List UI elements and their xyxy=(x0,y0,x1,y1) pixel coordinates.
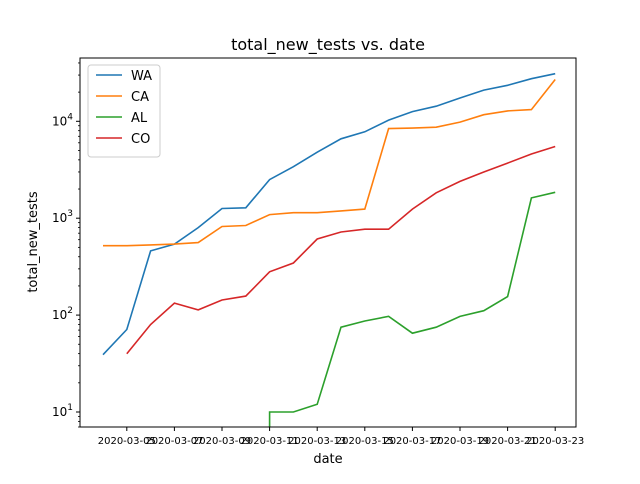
legend-label: WA xyxy=(131,69,152,84)
legend-label: AL xyxy=(131,111,148,126)
y-tick-label-exponent: 2 xyxy=(67,306,73,316)
legend-label: CA xyxy=(131,90,149,105)
series-line-wa xyxy=(102,72,556,356)
y-tick-label: 104 xyxy=(52,112,73,128)
x-tick-label: 2020-03-05 xyxy=(98,436,156,447)
series-line-al xyxy=(268,191,556,427)
x-tick-label: 2020-03-19 xyxy=(431,436,489,447)
x-axis-label: date xyxy=(313,452,342,467)
chart-title: total_new_tests vs. date xyxy=(231,35,425,55)
x-tick-label: 2020-03-13 xyxy=(288,436,346,447)
x-tick-label: 2020-03-11 xyxy=(241,436,299,447)
x-tick-label: 2020-03-15 xyxy=(336,436,394,447)
y-tick-label-exponent: 1 xyxy=(67,403,73,413)
x-tick-label: 2020-03-17 xyxy=(383,436,441,447)
y-tick-label-base: 10 xyxy=(52,114,67,128)
x-tick-label: 2020-03-07 xyxy=(145,436,203,447)
y-axis-label: total_new_tests xyxy=(26,191,41,293)
y-tick-label: 103 xyxy=(52,209,73,225)
y-tick-label-base: 10 xyxy=(52,405,67,419)
x-tick-label: 2020-03-21 xyxy=(479,436,537,447)
y-tick-label-exponent: 3 xyxy=(67,209,73,219)
y-tick-label-exponent: 4 xyxy=(67,112,73,122)
y-tick-label: 101 xyxy=(52,403,73,419)
x-tick-label: 2020-03-23 xyxy=(526,436,584,447)
legend-label: CO xyxy=(131,132,150,147)
y-tick-label-base: 10 xyxy=(52,308,67,322)
plot-area xyxy=(102,72,556,427)
legend-box xyxy=(87,64,161,158)
series-line-co xyxy=(126,145,556,355)
y-tick-label-base: 10 xyxy=(52,211,67,225)
legend: WA CA AL CO xyxy=(87,64,161,158)
plot-frame xyxy=(79,57,577,428)
y-tick-label: 102 xyxy=(52,306,73,322)
series-line-ca xyxy=(103,79,556,247)
x-tick-label: 2020-03-09 xyxy=(193,436,251,447)
